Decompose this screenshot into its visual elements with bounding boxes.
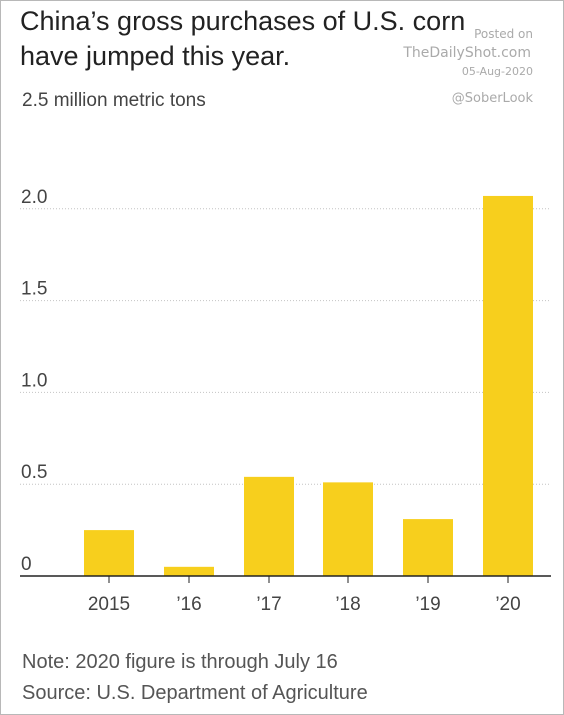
watermark-posted: Posted on — [474, 27, 533, 41]
chart-note: Note: 2020 figure is through July 16 — [22, 651, 338, 673]
bar — [244, 476, 294, 576]
watermark-date: 05-Aug-2020 — [461, 65, 533, 78]
chart-title: China’s gross purchases of U.S. corn hav… — [20, 6, 466, 71]
chart-footer: Note: 2020 figure is through July 16 Sou… — [22, 647, 368, 709]
chart-source: Source: U.S. Department of Agriculture — [22, 682, 368, 704]
y-tick-label: 0.5 — [21, 462, 47, 483]
x-tick-label: 2015 — [88, 594, 130, 615]
x-tick-label: ’16 — [176, 594, 201, 615]
x-tick-label: ’19 — [415, 594, 440, 615]
watermark-site: TheDailyShot.com — [403, 45, 531, 61]
watermark-handle: @SoberLook — [451, 91, 533, 106]
y-tick-label: 2.0 — [21, 187, 47, 208]
bar — [84, 530, 134, 576]
bar-chart: 0 0.5 1.0 1.5 2.0 2015 ’16 ’17 ’18 ’19 ’20 — [20, 187, 551, 615]
y-tick-label: 1.5 — [21, 279, 47, 300]
bar — [483, 195, 533, 576]
bar — [323, 482, 373, 576]
x-tick-label: ’18 — [335, 594, 360, 615]
x-tick-label: ’20 — [495, 594, 520, 615]
bar — [164, 566, 214, 576]
y-tick-label: 1.0 — [21, 370, 47, 391]
y-axis-unit-label: 2.5 million metric tons — [22, 90, 206, 111]
bar — [403, 519, 453, 576]
y-tick-label: 0 — [21, 554, 32, 575]
x-tick-label: ’17 — [256, 594, 281, 615]
